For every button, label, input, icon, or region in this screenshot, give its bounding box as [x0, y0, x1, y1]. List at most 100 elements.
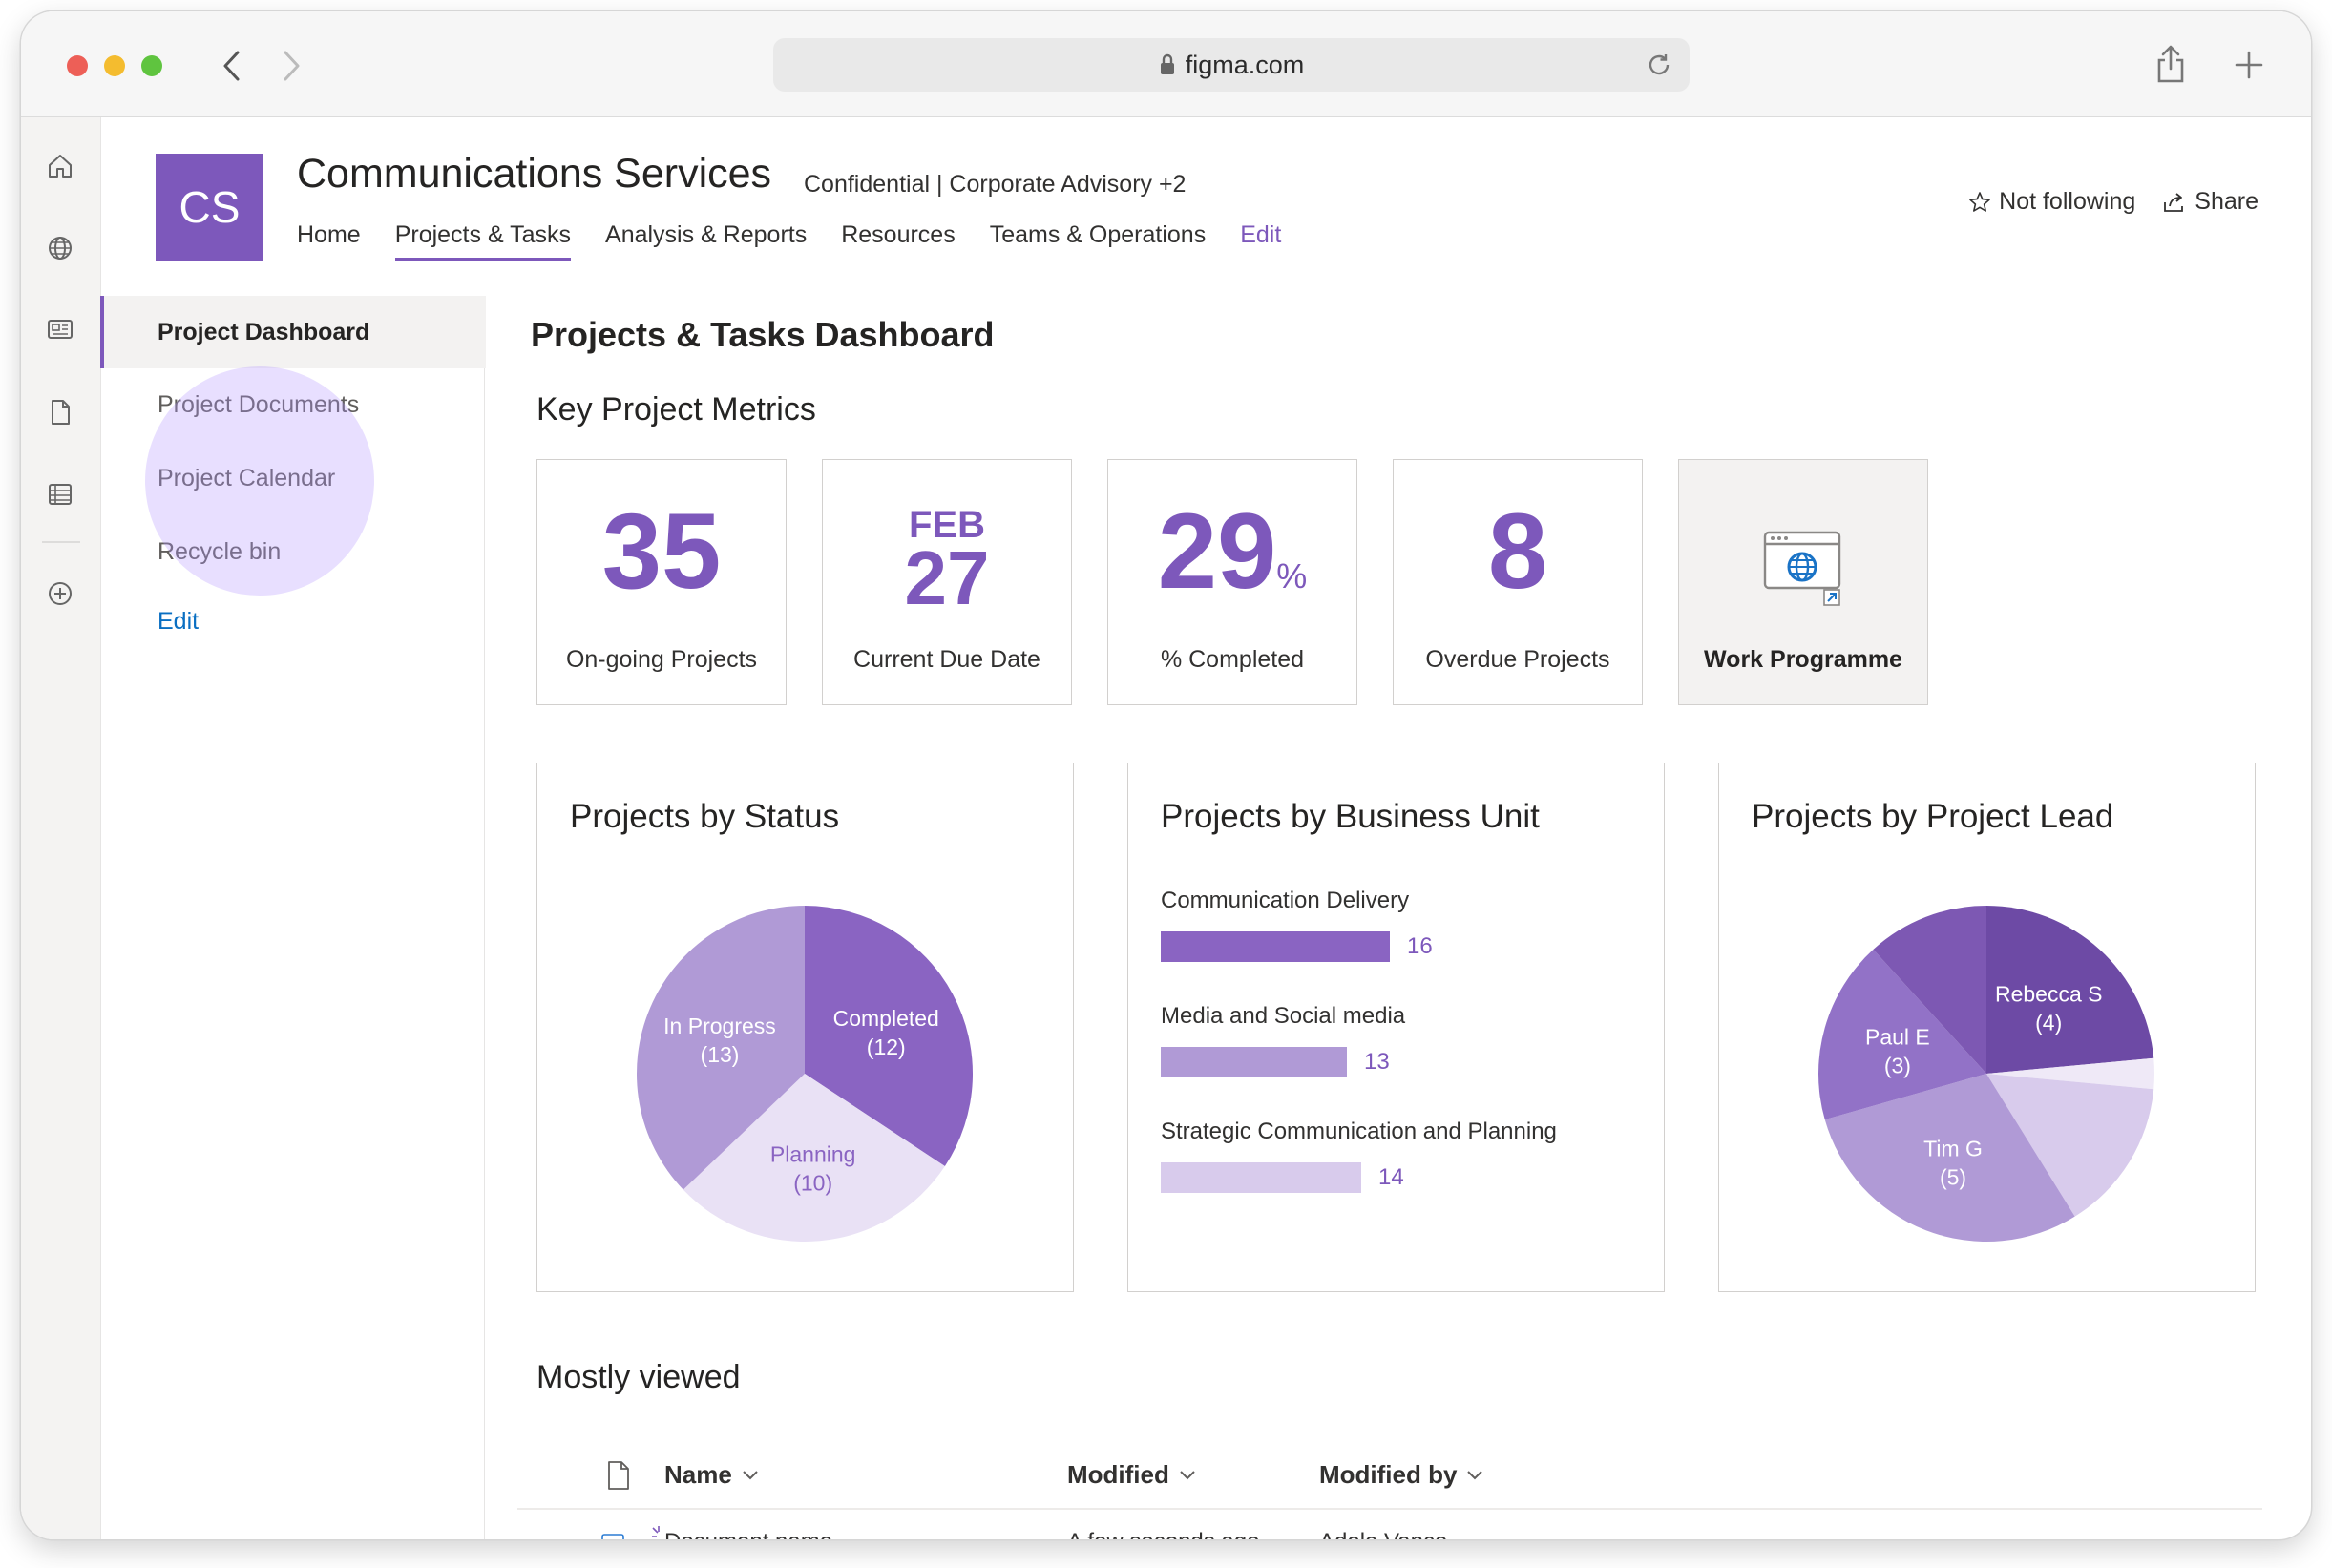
bar-category-label: Communication Delivery — [1161, 888, 1410, 913]
news-icon[interactable] — [44, 313, 76, 345]
metric-value: 8 — [1487, 491, 1548, 611]
pie-slice-label: Rebecca S — [1995, 981, 2103, 1006]
pie-slice[interactable] — [1986, 906, 2154, 1074]
follow-button[interactable]: Not following — [1968, 188, 2135, 216]
nav-home[interactable]: Home — [297, 221, 361, 248]
quicklaunch-edit-link[interactable]: Edit — [158, 608, 200, 635]
page-title: Projects & Tasks Dashboard — [531, 315, 995, 354]
site-title[interactable]: Communications Services — [297, 151, 772, 197]
star-icon — [1969, 191, 1990, 212]
file-type-column-header[interactable] — [597, 1460, 631, 1491]
bar[interactable] — [1161, 931, 1390, 962]
chevron-down-icon — [743, 1470, 758, 1479]
chevron-down-icon — [1180, 1470, 1195, 1479]
follow-label: Not following — [1999, 188, 2136, 215]
metric-ongoing-projects[interactable]: 35 On-going Projects — [536, 459, 787, 705]
pie-slice-value: (10) — [793, 1170, 832, 1195]
metric-percent-completed[interactable]: 29% % Completed — [1107, 459, 1357, 705]
modified-by-cell: Adele Vance — [1319, 1529, 1447, 1539]
pie-slice-value: (3) — [1884, 1054, 1911, 1078]
status-pie-chart: Completed (12) Planning (10) In Progress (13) — [637, 906, 973, 1242]
header-actions: Not following Share — [1942, 188, 2258, 216]
pie-slice[interactable] — [1824, 1074, 2075, 1242]
lock-icon — [1160, 53, 1174, 74]
document-icon[interactable] — [44, 396, 76, 429]
nav-edit-link[interactable]: Edit — [1240, 221, 1282, 248]
nav-projects-tasks[interactable]: Projects & Tasks — [394, 221, 572, 261]
chevron-down-icon — [1467, 1470, 1483, 1479]
pie-slice-label: Tim G — [1923, 1136, 1983, 1160]
minimize-window-button[interactable] — [104, 55, 125, 76]
card-projects-by-status: Projects by Status Completed (12) Planning… — [536, 763, 1074, 1292]
nav-resources[interactable]: Resources — [841, 221, 956, 248]
column-header-modified-by[interactable]: Modified by — [1319, 1460, 1483, 1490]
metric-label: % Completed — [1160, 646, 1305, 673]
pie-slice[interactable] — [1986, 1074, 2154, 1217]
metric-current-due-date[interactable]: FEB 27 Current Due Date — [822, 459, 1072, 705]
back-icon[interactable] — [221, 50, 242, 82]
share-icon — [2164, 192, 2184, 212]
file-icon — [608, 1461, 629, 1490]
column-header-name[interactable]: Name — [664, 1460, 759, 1490]
card-title: Projects by Status — [570, 798, 840, 835]
site-logo[interactable]: CS — [156, 154, 263, 261]
nav-teams-operations[interactable]: Teams & Operations — [989, 221, 1207, 248]
close-window-button[interactable] — [67, 55, 88, 76]
quick-launch: Project Dashboard Project Documents Proj… — [100, 296, 486, 1539]
quicklaunch-recycle-bin[interactable]: Recycle bin — [158, 538, 282, 565]
nav-analysis-reports[interactable]: Analysis & Reports — [605, 221, 808, 248]
url-text: figma.com — [773, 38, 1690, 92]
modified-cell: A few seconds ago — [1067, 1529, 1259, 1539]
bar[interactable] — [1161, 1047, 1347, 1077]
metric-label: Current Due Date — [853, 646, 1040, 673]
document-name-cell[interactable]: Document name — [664, 1529, 832, 1539]
metric-label: On-going Projects — [565, 646, 758, 673]
quicklaunch-project-calendar[interactable]: Project Calendar — [158, 465, 336, 491]
metric-date-day: 27 — [904, 535, 990, 620]
globe-icon[interactable] — [44, 232, 76, 264]
card-title: Projects by Project Lead — [1752, 798, 2114, 835]
cursor-highlight — [145, 366, 374, 596]
share-sheet-icon[interactable] — [2155, 44, 2186, 84]
site-classification: Confidential | Corporate Advisory +2 — [804, 171, 1187, 198]
quicklaunch-project-dashboard[interactable]: Project Dashboard — [158, 319, 370, 345]
pie-slice[interactable] — [1818, 949, 1986, 1120]
reload-icon[interactable] — [1646, 52, 1672, 78]
table-header-divider — [517, 1508, 2262, 1510]
browser-toolbar: figma.com — [21, 11, 2311, 117]
card-title: Projects by Business Unit — [1161, 798, 1540, 835]
bar[interactable] — [1161, 1162, 1361, 1193]
create-icon[interactable] — [44, 577, 76, 610]
share-label: Share — [2195, 188, 2258, 215]
pie-slice[interactable] — [1873, 906, 1986, 1074]
bar-value-label: 16 — [1407, 933, 1433, 959]
pie-slice[interactable] — [683, 1074, 945, 1242]
work-programme-tile[interactable]: Work Programme — [1678, 459, 1928, 705]
home-icon[interactable] — [44, 150, 76, 182]
list-icon[interactable] — [44, 478, 76, 511]
app-rail — [21, 117, 101, 1539]
pie-slice-value: (5) — [1940, 1164, 1966, 1189]
column-header-label: Modified by — [1319, 1460, 1458, 1489]
work-programme-label: Work Programme — [1704, 646, 1902, 673]
metric-value: 35 — [601, 491, 722, 611]
metric-date-month: FEB — [909, 504, 985, 546]
metrics-section-title: Key Project Metrics — [536, 391, 816, 428]
zoom-window-button[interactable] — [141, 55, 162, 76]
mostly-viewed-title: Mostly viewed — [536, 1359, 741, 1395]
metric-overdue-projects[interactable]: 8 Overdue Projects — [1393, 459, 1643, 705]
pie-slice[interactable] — [637, 906, 805, 1190]
quicklaunch-project-documents[interactable]: Project Documents — [158, 391, 360, 418]
pie-slice-value: (13) — [701, 1042, 740, 1067]
pie-slice[interactable] — [1986, 1057, 2154, 1090]
new-tab-icon[interactable] — [2234, 50, 2264, 80]
forward-icon[interactable] — [281, 50, 302, 82]
globe-window-icon — [1763, 531, 1841, 606]
pie-slice[interactable] — [805, 906, 973, 1166]
metric-number: 29 — [1157, 491, 1277, 611]
column-header-modified[interactable]: Modified — [1067, 1460, 1196, 1490]
share-button[interactable]: Share — [2162, 188, 2258, 216]
address-bar[interactable]: figma.com — [773, 38, 1690, 92]
word-document-icon — [601, 1534, 624, 1539]
metric-unit: % — [1276, 556, 1308, 596]
